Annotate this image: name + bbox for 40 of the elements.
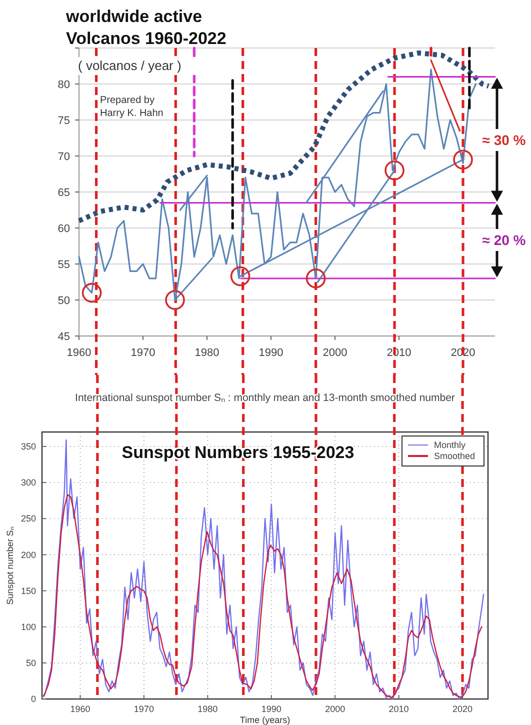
x-tick-label: 1990: [258, 347, 284, 359]
y-tick-label: 70: [58, 150, 70, 163]
annotation: Sunspot Numbers 1955-2023: [122, 443, 354, 462]
annotation: Prepared by Harry K. Hahn: [100, 95, 164, 119]
x-tick-label: 1970: [134, 704, 154, 714]
x-tick-label: 1980: [198, 704, 218, 714]
x-tick-label: 1990: [261, 704, 282, 714]
text: ( volcanos / year ): [78, 58, 182, 73]
y-tick-label: 55: [58, 258, 70, 271]
x-axis-title: Time (years): [240, 715, 290, 725]
x-tick-label: 2000: [325, 704, 346, 714]
x-tick-label: 2010: [388, 704, 409, 714]
legend-label: Monthly: [434, 440, 466, 450]
y-tick-label: 50: [26, 658, 36, 668]
x-tick-label: 1980: [194, 347, 220, 359]
x-tick-label: 1960: [66, 347, 92, 359]
y-tick-label: 150: [20, 586, 36, 596]
y-tick-label: 0: [30, 694, 36, 704]
y-tick-label: 45: [58, 330, 70, 343]
y-tick-label: 100: [20, 622, 36, 632]
y-tick-label: 250: [20, 514, 36, 524]
annotation: ≈ 20 %: [482, 232, 526, 248]
chart-title: worldwide active Volcanos 1960-2022: [65, 7, 226, 48]
x-tick-label: 2020: [452, 704, 473, 714]
y-tick-label: 50: [58, 294, 70, 307]
x-tick-label: 1960: [70, 704, 90, 714]
chart-title: International sunspot number Sₙ : monthly mean and 13-month smoothed number: [75, 392, 456, 404]
y-axis-title: Sunspot number Sₙ: [5, 526, 15, 605]
y-tick-label: 350: [20, 442, 36, 452]
y-tick-label: 80: [58, 78, 70, 91]
y-tick-label: 60: [58, 222, 70, 235]
annotation: ≈ 30 %: [482, 132, 526, 148]
y-tick-label: 300: [20, 478, 36, 488]
y-tick-label: 65: [58, 186, 70, 199]
x-tick-label: 1970: [130, 347, 156, 359]
legend-label: Smoothed: [434, 451, 476, 462]
x-tick-label: 2000: [322, 347, 348, 359]
x-tick-label: 2020: [450, 347, 476, 359]
y-tick-label: 75: [58, 114, 70, 127]
y-tick-label: 200: [20, 550, 36, 560]
